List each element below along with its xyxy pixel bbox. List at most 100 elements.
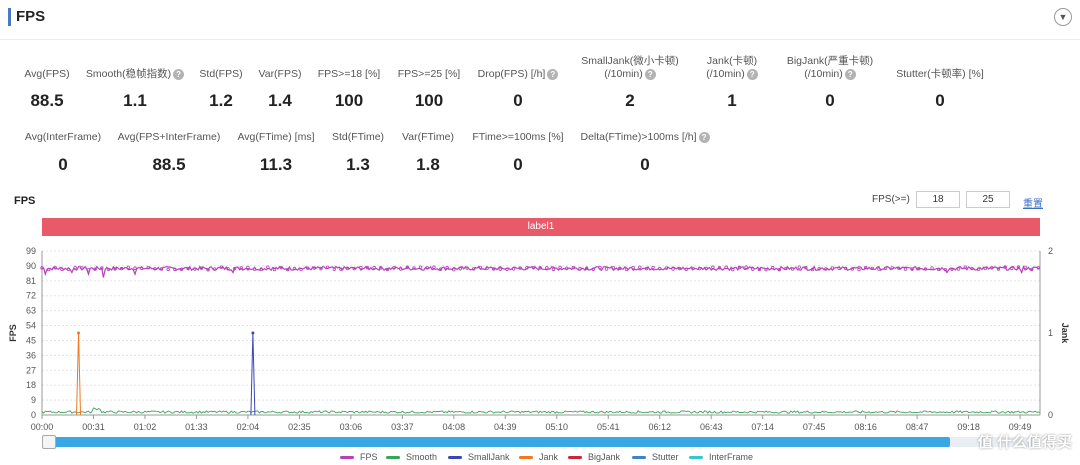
legend-swatch <box>340 456 354 460</box>
y-tick-label: 54 <box>26 321 36 331</box>
fps-point <box>432 265 436 269</box>
fps-point <box>844 266 848 271</box>
fps-point <box>631 265 635 270</box>
panel-title: FPS <box>16 8 46 25</box>
metric-label: Drop(FPS) [/h]? <box>448 68 588 81</box>
fps-point <box>73 265 77 270</box>
fps-point <box>319 266 323 271</box>
reset-button[interactable]: 重置 <box>1023 199 1043 210</box>
fps-point <box>365 265 370 270</box>
legend-item-jank[interactable]: Jank <box>519 452 558 462</box>
fps-point <box>731 267 735 272</box>
label-band[interactable]: label1 <box>42 218 1040 236</box>
fps-point <box>246 265 250 270</box>
fps-point <box>551 267 556 272</box>
fps-point <box>412 266 416 270</box>
help-icon[interactable]: ? <box>844 68 856 80</box>
fps-point <box>106 267 111 272</box>
fps-point <box>1023 265 1027 269</box>
x-tick-label: 02:35 <box>288 422 311 432</box>
fps-point <box>139 266 144 271</box>
metric-metrics_row1-0: Avg(FPS) 88.5 <box>0 68 117 110</box>
x-tick-label: 08:16 <box>854 422 877 432</box>
x-tick-label: 02:04 <box>237 422 260 432</box>
fps-point <box>917 267 921 271</box>
metric-value: 0 <box>825 91 835 110</box>
fps-point <box>239 266 243 270</box>
fps-point <box>60 267 64 271</box>
fps-point <box>531 265 536 270</box>
time-scrollbar[interactable] <box>42 435 1040 449</box>
fps-point <box>784 266 788 271</box>
fps-point <box>943 267 948 272</box>
fps-point <box>232 266 237 271</box>
x-tick-label: 04:39 <box>494 422 517 432</box>
scrollbar-range[interactable] <box>42 437 951 447</box>
help-icon[interactable]: ? <box>698 131 710 143</box>
legend-swatch <box>632 456 646 460</box>
fps-point <box>850 267 855 271</box>
scrollbar-handle[interactable] <box>42 435 56 449</box>
fps-threshold-input-1[interactable] <box>916 191 960 208</box>
chevron-down-icon[interactable]: ▼ <box>1054 8 1072 26</box>
metric-value: 88.5 <box>30 91 64 110</box>
legend-label: BigJank <box>588 452 621 462</box>
help-icon[interactable]: ? <box>746 68 758 80</box>
fps-point <box>472 267 476 271</box>
fps-point <box>179 267 184 271</box>
fps-point <box>611 266 615 270</box>
fps-point <box>53 266 57 270</box>
metric-label: Var(FTime) <box>402 131 454 143</box>
y2-tick-label: 1 <box>1048 328 1053 338</box>
x-tick-label: 01:02 <box>134 422 157 432</box>
fps-point <box>352 266 356 271</box>
y2-axis-title: Jank <box>1060 323 1070 345</box>
legend-label: SmallJank <box>468 452 510 462</box>
metric-value: 1.2 <box>209 91 233 110</box>
fps-point <box>166 267 170 272</box>
help-icon[interactable]: ? <box>173 68 185 80</box>
fps-point <box>711 265 715 269</box>
metric-metrics_row1-4: FPS>=18 [%] 100 <box>279 68 419 110</box>
fps-point <box>976 267 981 271</box>
fps-point <box>963 265 967 269</box>
fps-chart[interactable]: 0 9 18 27 36 45 54 63 72 81 90 99 0 1 2 FPS Jank 00:00 00:… <box>0 240 1080 435</box>
fps-point <box>883 266 888 270</box>
y-tick-label: 9 <box>31 395 36 405</box>
metric-value: 100 <box>414 91 444 110</box>
metric-value: 11.3 <box>259 155 293 174</box>
fps-point <box>458 267 463 271</box>
title-accent-bar <box>8 8 11 26</box>
metric-label-unit: (/10min)? <box>760 68 900 81</box>
legend-item-smooth[interactable]: Smooth <box>386 452 437 462</box>
series-jank-spike <box>76 332 82 416</box>
x-tick-label: 03:37 <box>391 422 414 432</box>
legend-item-smalljank[interactable]: SmallJank <box>448 452 510 462</box>
fps-point <box>578 266 582 271</box>
fps-point <box>804 266 808 270</box>
metric-value: 88.5 <box>152 155 186 174</box>
fps-point <box>438 267 443 271</box>
series-jank-point <box>77 331 81 335</box>
fps-point <box>325 265 330 269</box>
help-icon[interactable]: ? <box>644 68 656 80</box>
fps-point <box>724 265 728 269</box>
fps-point <box>392 266 396 270</box>
fps-point <box>591 267 596 271</box>
x-tick-label: 07:45 <box>803 422 826 432</box>
metric-value: 1.1 <box>123 91 147 110</box>
fps-point <box>385 267 390 272</box>
help-icon[interactable]: ? <box>547 68 559 80</box>
fps-point <box>598 265 602 270</box>
fps-point <box>405 265 410 269</box>
fps-point <box>478 265 483 270</box>
fps-point <box>372 265 376 270</box>
fps-point <box>266 265 270 269</box>
legend-item-stutter[interactable]: Stutter <box>632 452 679 462</box>
fps-threshold-input-2[interactable] <box>966 191 1010 208</box>
legend-item-interframe[interactable]: InterFrame <box>689 452 753 462</box>
legend-item-fps[interactable]: FPS <box>340 452 378 462</box>
series-smooth-line <box>41 407 1041 414</box>
legend-item-bigjank[interactable]: BigJank <box>568 452 620 462</box>
x-tick-label: 03:06 <box>340 422 363 432</box>
